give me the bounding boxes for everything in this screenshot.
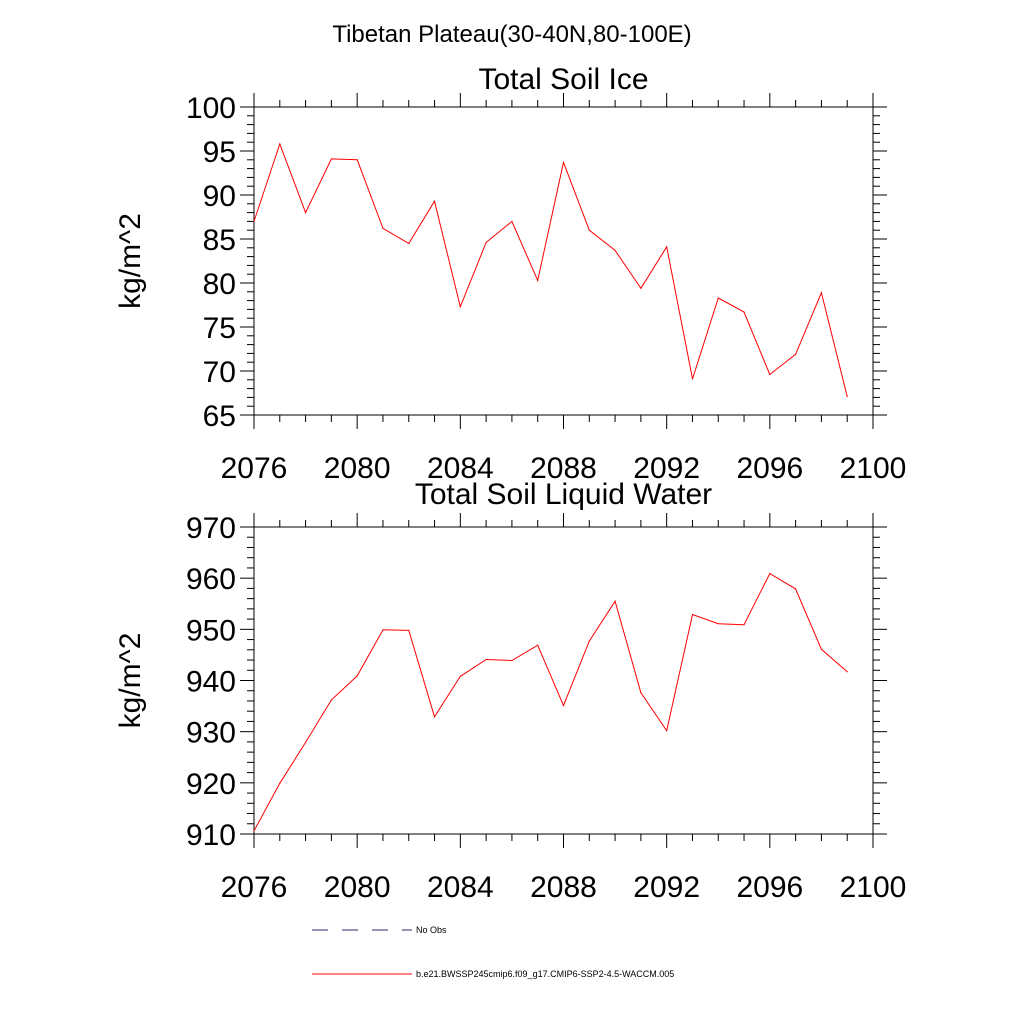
data-point	[846, 671, 848, 673]
data-point	[795, 588, 797, 590]
panel-title: Total Soil Ice	[478, 63, 648, 96]
data-point	[459, 306, 461, 308]
data-point	[769, 572, 771, 575]
data-point	[537, 644, 539, 646]
y-tick-label: 70	[203, 356, 236, 389]
panel-title: Total Soil Liquid Water	[415, 478, 712, 511]
data-point	[562, 704, 565, 707]
data-point	[433, 200, 436, 202]
data-point	[382, 629, 384, 631]
x-tick-label: 2088	[530, 871, 597, 904]
y-tick-label: 970	[186, 512, 236, 545]
data-point	[511, 220, 513, 222]
data-point	[743, 311, 745, 313]
y-tick-label: 100	[186, 92, 236, 125]
data-point	[408, 242, 410, 244]
legend: No Obs b.e21.BWSSP245cmip6.f09_g17.CMIP6…	[312, 925, 674, 979]
data-point	[356, 675, 358, 677]
data-point	[820, 292, 823, 294]
x-tick-label: 2080	[324, 452, 391, 485]
legend-obs-label: No Obs	[416, 925, 447, 935]
panel-2: Total Soil Liquid Water 2076 2080 2084 2088 2…	[114, 478, 906, 904]
data-point	[846, 395, 848, 398]
data-point	[691, 378, 694, 380]
data-point	[304, 212, 307, 214]
data-point	[253, 220, 255, 222]
chart-panels: Total Soil Ice 2076 2080 2084 2088 2092 2096 21…	[114, 63, 906, 904]
series-line	[253, 142, 848, 397]
y-tick-label: 960	[186, 563, 236, 596]
data-point	[691, 613, 694, 616]
data-point	[640, 287, 642, 289]
x-tick-label: 2100	[840, 452, 907, 485]
data-point	[640, 692, 642, 694]
data-point	[485, 658, 487, 661]
y-tick-label: 910	[186, 819, 236, 852]
data-point	[588, 229, 590, 231]
data-point	[614, 600, 616, 602]
data-point	[537, 279, 539, 281]
plot-frame	[253, 526, 874, 835]
data-point	[743, 624, 745, 626]
x-tick-label: 2076	[221, 452, 288, 485]
data-point	[356, 159, 358, 161]
data-point	[408, 629, 410, 631]
figure-suptitle: Tibetan Plateau(30-40N,80-100E)	[332, 21, 691, 48]
data-point	[433, 716, 436, 718]
y-tick-label: 940	[186, 666, 236, 699]
panel-1: Total Soil Ice 2076 2080 2084 2088 2092 2096 21…	[114, 63, 906, 485]
legend-model-label: b.e21.BWSSP245cmip6.f09_g17.CMIP6-SSP2-4…	[416, 969, 674, 979]
x-tick-label: 2096	[736, 452, 803, 485]
y-tick-label: 65	[203, 400, 236, 433]
data-point	[253, 830, 255, 832]
data-point	[459, 675, 461, 678]
data-point	[304, 741, 307, 744]
data-point	[485, 241, 487, 244]
y-tick-label: 90	[203, 180, 236, 213]
series-line	[253, 572, 848, 832]
x-tick-label: 2084	[427, 452, 494, 485]
y-tick-label: 85	[203, 224, 236, 257]
y-tick-label: 95	[203, 136, 236, 169]
data-point	[820, 648, 823, 650]
y-tick-label: 920	[186, 768, 236, 801]
y-tick-label: 80	[203, 268, 236, 301]
data-point	[279, 143, 281, 145]
x-tick-label: 2092	[633, 452, 700, 485]
y-tick-label: 75	[203, 312, 236, 345]
data-point	[511, 659, 513, 662]
data-point	[330, 158, 332, 160]
data-point	[666, 246, 668, 248]
data-point	[588, 640, 590, 642]
x-tick-label: 2080	[324, 871, 391, 904]
data-point	[330, 699, 332, 701]
plot-frame	[253, 106, 874, 416]
data-point	[614, 249, 616, 252]
y-tick-label: 950	[186, 614, 236, 647]
y-axis-label: kg/m^2	[114, 213, 147, 309]
x-tick-label: 2084	[427, 871, 494, 904]
x-tick-label: 2076	[221, 871, 288, 904]
x-tick-label: 2088	[530, 452, 597, 485]
data-point	[382, 227, 384, 230]
data-point	[562, 161, 565, 164]
x-tick-label: 2100	[840, 871, 907, 904]
data-point	[795, 353, 797, 355]
data-point	[717, 623, 719, 625]
x-tick-label: 2096	[736, 871, 803, 904]
data-point	[769, 373, 771, 376]
data-point	[279, 782, 281, 784]
data-point	[666, 730, 668, 732]
data-point	[717, 297, 719, 299]
y-axis-label: kg/m^2	[114, 633, 147, 729]
x-tick-label: 2092	[633, 871, 700, 904]
y-tick-label: 930	[186, 717, 236, 750]
